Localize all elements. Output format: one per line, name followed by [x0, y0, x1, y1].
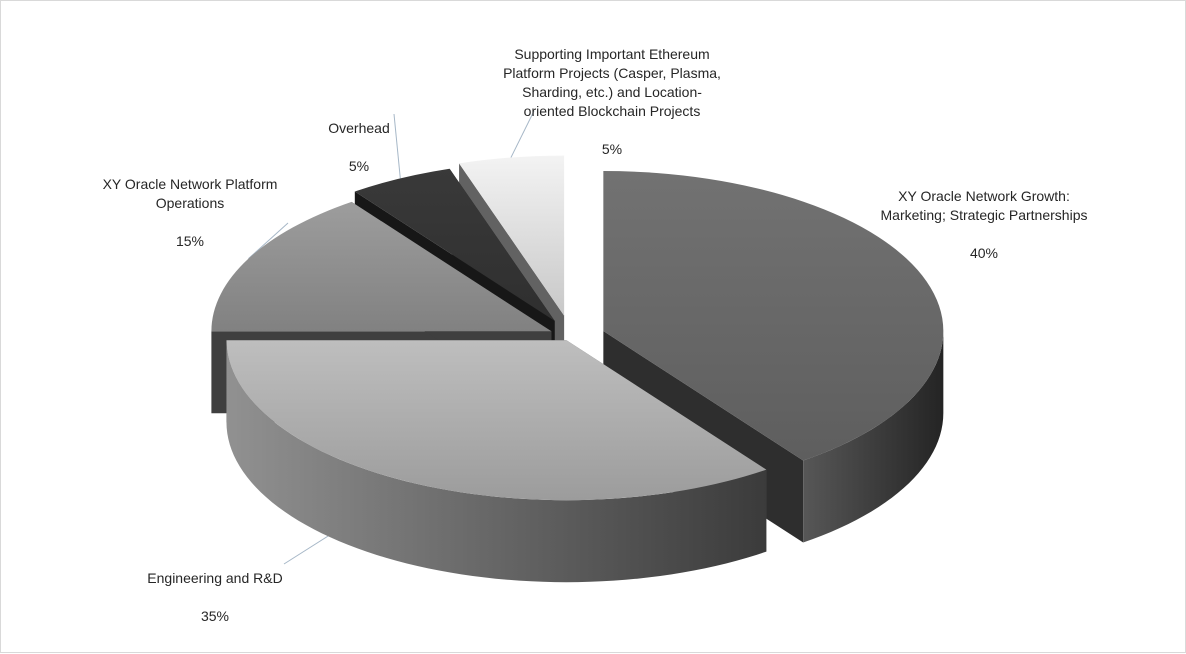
- data-label-operations-name: XY Oracle Network Platform Operations: [102, 176, 278, 211]
- data-label-overhead-value: 5%: [348, 158, 370, 174]
- data-label-engineering-name: Engineering and R&D: [147, 570, 283, 586]
- data-label-overhead: Overhead 5%: [309, 100, 409, 176]
- leader-line-3: [393, 113, 401, 179]
- data-label-ethereum-name: Supporting Important Ethereum Platform P…: [503, 46, 721, 119]
- data-label-engineering-value: 35%: [200, 608, 230, 624]
- leader-line-2: [248, 222, 289, 260]
- data-label-engineering: Engineering and R&D 35%: [125, 550, 305, 626]
- data-label-growth: XY Oracle Network Growth: Marketing; Str…: [839, 168, 1129, 263]
- leader-line-4: [510, 110, 535, 158]
- data-label-ethereum: Supporting Important Ethereum Platform P…: [482, 26, 742, 159]
- data-label-operations: XY Oracle Network Platform Operations 15…: [80, 156, 300, 251]
- data-label-operations-value: 15%: [175, 233, 205, 249]
- data-label-overhead-name: Overhead: [328, 120, 390, 136]
- slice-engineering: [226, 340, 767, 583]
- data-label-ethereum-value: 5%: [601, 141, 623, 157]
- data-label-growth-value: 40%: [969, 245, 999, 261]
- data-label-growth-name: XY Oracle Network Growth: Marketing; Str…: [880, 188, 1088, 223]
